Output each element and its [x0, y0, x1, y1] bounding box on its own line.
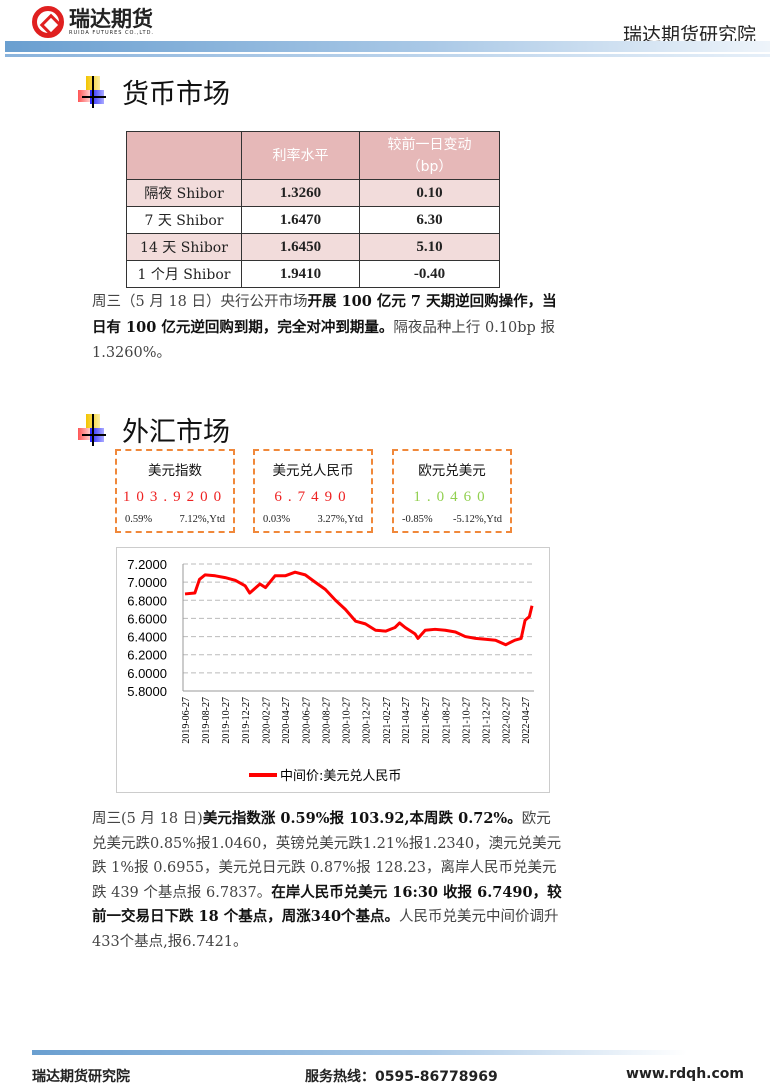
footer-website[interactable]: www.rdqh.com: [626, 1066, 744, 1082]
change-cell: -0.40: [359, 260, 500, 288]
x-tick-label: 2021-08-27: [441, 697, 452, 744]
x-tick-label: 2020-08-27: [321, 697, 332, 744]
text-segment: 欧元兑美元跌0.85%报1.0460，英镑兑美元跌1.21%报1.2340，澳元…: [92, 811, 562, 901]
x-tick-label: 2021-10-27: [461, 697, 472, 744]
x-tick-label: 2021-02-27: [382, 697, 393, 744]
x-tick-label: 2020-10-27: [341, 697, 352, 744]
text-segment: 隔夜品种上行 0.10bp 报 1.3260%。: [92, 320, 555, 361]
y-tick-label: 6.4000: [127, 630, 167, 645]
y-tick-label: 6.0000: [127, 666, 167, 681]
card-title: 美元指数: [148, 463, 202, 479]
bullet-icon: [78, 75, 112, 108]
card-title: 欧元兑美元: [418, 463, 486, 479]
x-tick-label: 2019-06-27: [181, 697, 192, 744]
bullet-icon: [78, 413, 112, 446]
table-header: [126, 131, 242, 180]
table-row: 隔夜 Shibor 1.3260 0.10: [126, 179, 500, 207]
footer-institute: 瑞达期货研究院: [32, 1069, 130, 1085]
card-value: 1.0460: [413, 489, 491, 505]
tenor-cell: 7 天 Shibor: [126, 206, 242, 234]
x-tick-label: 2019-08-27: [201, 697, 212, 744]
header-band: [5, 41, 770, 52]
logo-icon: [32, 6, 64, 38]
fx-card: 欧元兑美元 1.0460 -0.85% -5.12%,Ytd: [392, 449, 512, 533]
text-segment: 美元指数涨 0.59%报 103.92,本周跌 0.72%。: [202, 810, 522, 827]
tenor-cell: 14 天 Shibor: [126, 233, 242, 261]
x-tick-label: 2020-02-27: [262, 697, 273, 744]
rate-cell: 1.3260: [241, 179, 360, 207]
section-title: 外汇市场: [122, 417, 230, 448]
text-segment: 人民币兑美元中间价调升433个基点,报6.7421。: [92, 909, 559, 950]
series-line: [184, 570, 534, 647]
y-tick-label: 6.8000: [127, 593, 167, 608]
y-tick-label: 6.6000: [127, 611, 167, 626]
section-title: 货币市场: [122, 79, 230, 110]
x-tick-label: 2021-04-27: [401, 697, 412, 744]
text-segment: 周三（5 月 18 日）央行公开市场: [92, 294, 308, 310]
x-tick-label: 2019-12-27: [241, 697, 252, 744]
card-ytd: -5.12%,Ytd: [453, 514, 502, 525]
y-tick-label: 5.8000: [127, 684, 167, 699]
section-money-market: 货币市场: [78, 72, 230, 111]
logo-name: 瑞达期货: [69, 7, 153, 31]
card-change: 0.59%: [125, 514, 153, 525]
header-unit: （bp）: [406, 158, 453, 175]
table-header: 利率水平: [241, 131, 360, 180]
company-logo: 瑞达期货 RUIDA FUTURES CO.,LTD.: [32, 6, 154, 38]
table-row: 1 个月 Shibor 1.9410 -0.40: [126, 260, 500, 288]
legend-label: 中间价:美元兑人民币: [280, 769, 401, 784]
change-cell: 5.10: [359, 233, 500, 261]
rate-cell: 1.6450: [241, 233, 360, 261]
header-divider: [5, 54, 770, 57]
logo-subtitle: RUIDA FUTURES CO.,LTD.: [69, 30, 155, 36]
rate-cell: 1.9410: [241, 260, 360, 288]
table-header: 较前一日变动 （bp）: [359, 131, 500, 180]
header-text: 较前一日变动: [387, 136, 472, 153]
y-tick-label: 7.2000: [127, 557, 167, 572]
footer-hotline: 服务热线：0595-86778969: [305, 1069, 498, 1085]
x-tick-label: 2022-02-27: [502, 697, 513, 744]
x-tick-label: 2021-06-27: [421, 697, 432, 744]
rate-cell: 1.6470: [241, 206, 360, 234]
card-change: 0.03%: [263, 514, 291, 525]
change-cell: 0.10: [359, 179, 500, 207]
card-change: -0.85%: [402, 514, 433, 525]
x-tick-label: 2020-12-27: [361, 697, 372, 744]
tenor-cell: 1 个月 Shibor: [126, 260, 242, 288]
card-title: 美元兑人民币: [272, 463, 354, 479]
y-tick-label: 6.2000: [127, 648, 167, 663]
fx-commentary: 周三(5 月 18 日)美元指数涨 0.59%报 103.92,本周跌 0.72…: [92, 807, 562, 954]
text-segment: 开展 100 亿元 7 天期逆回购操作，当日有 100 亿元逆回购到期，完全对冲…: [92, 293, 557, 336]
card-value: 6.7490: [274, 489, 352, 505]
x-tick-label: 2022-04-27: [521, 697, 532, 744]
x-tick-label: 2021-12-27: [481, 697, 492, 744]
usdcny-chart: 7.2000 7.0000 6.8000 6.6000 6.4000 6.2000 6.00…: [116, 547, 550, 793]
card-ytd: 7.12%,Ytd: [179, 514, 226, 525]
text-segment: 在岸人民币兑美元 16:30 收报 6.7490，较前一交易日下跌 18 个基点…: [92, 883, 562, 926]
fx-card: 美元兑人民币 6.7490 0.03% 3.27%,Ytd: [253, 449, 373, 533]
section-fx-market: 外汇市场: [78, 410, 230, 449]
table-row: 14 天 Shibor 1.6450 5.10: [126, 233, 500, 261]
change-cell: 6.30: [359, 206, 500, 234]
money-commentary: 周三（5 月 18 日）央行公开市场开展 100 亿元 7 天期逆回购操作，当日…: [92, 289, 562, 366]
footer-band: [32, 1050, 687, 1055]
fx-card: 美元指数 103.9200 0.59% 7.12%,Ytd: [115, 449, 235, 533]
shibor-table: 利率水平 较前一日变动 （bp） 隔夜 Shibor 1.3260 0.10 7 天 S…: [126, 131, 500, 288]
x-tick-label: 2019-10-27: [221, 697, 232, 744]
tenor-cell: 隔夜 Shibor: [126, 179, 242, 207]
chart-svg: 7.2000 7.0000 6.8000 6.6000 6.4000 6.2000 6.00…: [127, 557, 534, 784]
table-row: 7 天 Shibor 1.6470 6.30: [126, 206, 500, 234]
y-tick-label: 7.0000: [127, 575, 167, 590]
card-ytd: 3.27%,Ytd: [317, 514, 364, 525]
x-tick-label: 2020-04-27: [281, 697, 292, 744]
card-value: 103.9200: [122, 489, 228, 505]
x-tick-label: 2020-06-27: [301, 697, 312, 744]
text-segment: 周三(5 月 18 日): [92, 811, 203, 827]
header-institute: 瑞达期货研究院: [622, 24, 756, 46]
